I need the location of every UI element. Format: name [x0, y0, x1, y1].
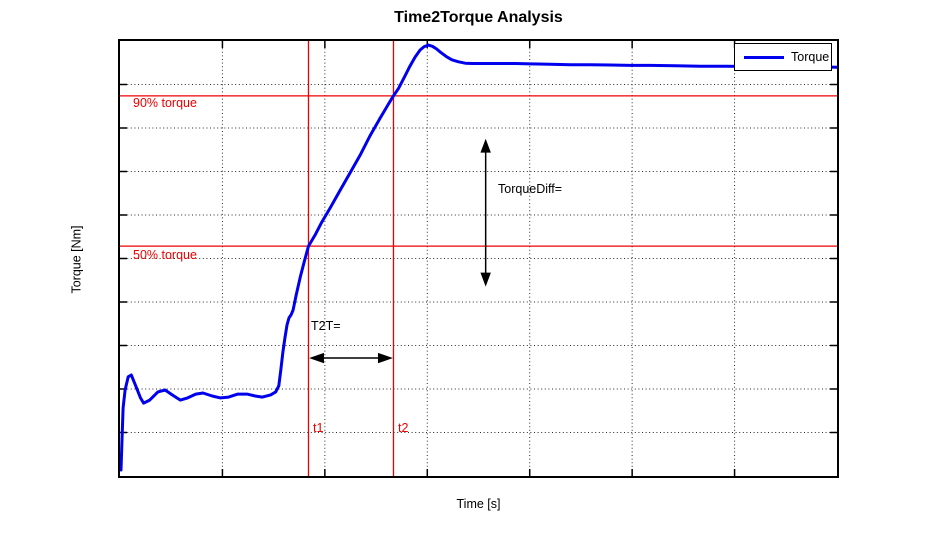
t1-label: t1 [313, 421, 324, 435]
t2t-label: T2T= [311, 319, 341, 333]
torquediff-label: TorqueDiff= [498, 182, 563, 196]
axis-ticks [120, 41, 837, 476]
torquediff-arrow [480, 138, 491, 287]
torque-curve [119, 43, 839, 472]
x-axis-label: Time [s] [456, 497, 501, 511]
legend-line-sample [744, 55, 784, 59]
grid-lines [120, 41, 837, 476]
legend-entry-label: Torque [791, 50, 830, 64]
threshold-50-label: 50% torque [133, 248, 197, 262]
t2-label: t2 [398, 421, 409, 435]
chart-title: Time2Torque Analysis [394, 9, 563, 26]
plot-border [118, 39, 839, 478]
t2t-arrow [308, 352, 394, 364]
legend-box[interactable]: Torque [734, 43, 832, 71]
y-axis-label: Torque [Nm] [69, 225, 84, 294]
threshold-90-label: 90% torque [133, 96, 197, 110]
